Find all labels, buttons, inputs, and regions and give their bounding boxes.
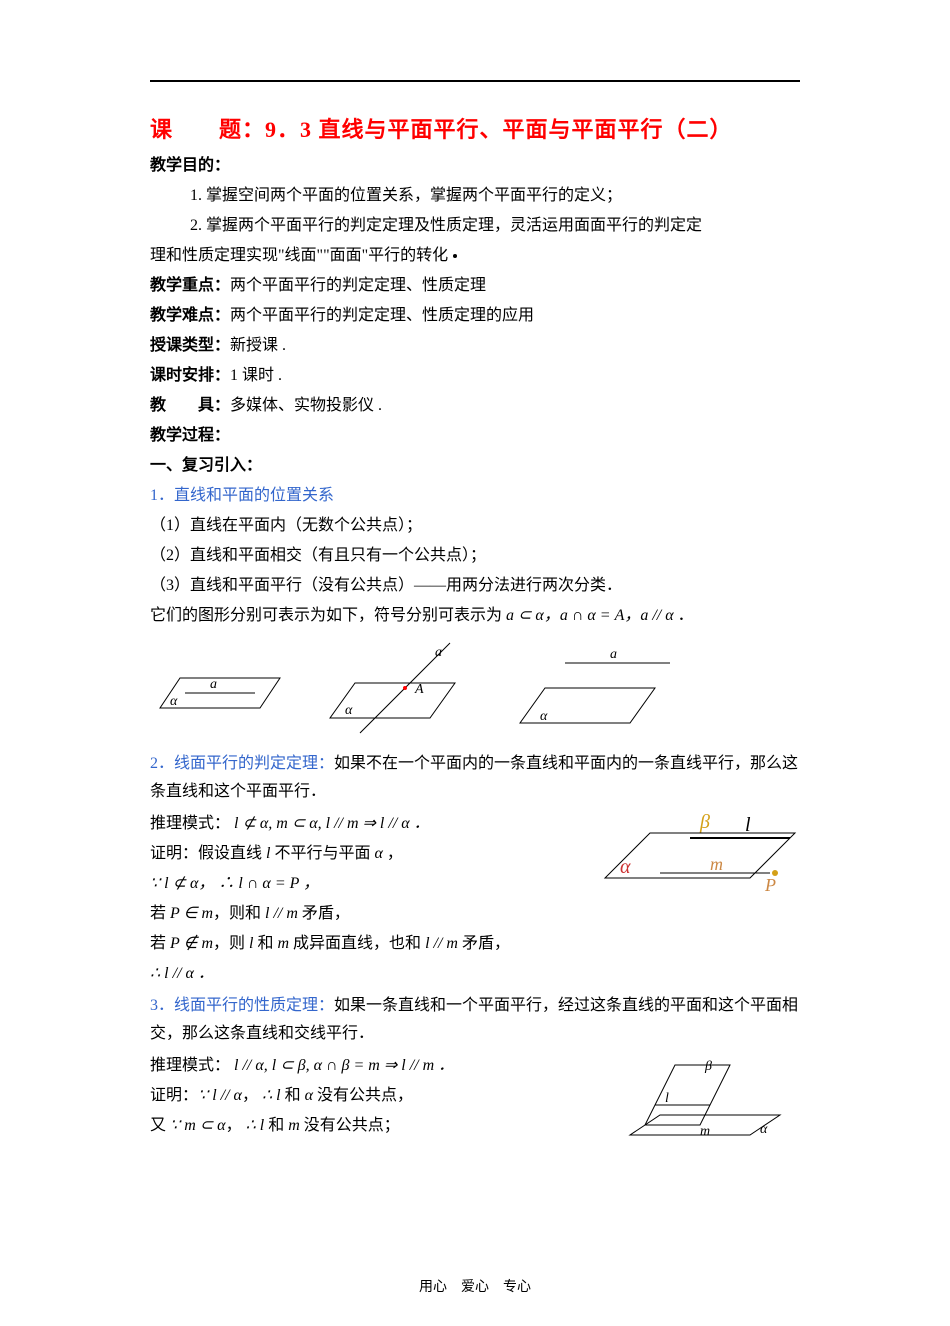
type-label: 授课类型：: [150, 337, 230, 354]
keypoint-label: 教学重点：: [150, 277, 230, 294]
fig1a-a-label: a: [210, 677, 217, 692]
fig3-alpha-label: α: [760, 1122, 768, 1137]
type-line: 授课类型：新授课 .: [150, 332, 800, 360]
sec2-heading-line: 2．线面平行的判定定理：如果不在一个平面内的一条直线和平面内的一条直线平行，那么…: [150, 750, 800, 806]
fig2-m-label: m: [710, 854, 723, 874]
sec3-p1: 证明：∵ l // α， ∴ l 和 α 没有公共点，: [150, 1082, 600, 1110]
fig1b-alpha-label: α: [345, 703, 353, 718]
fig3-l-label: l: [665, 1091, 669, 1106]
goals-item-2b-text: 理和性质定理实现"线面""面面"平行的转化: [150, 247, 448, 264]
sec3-mode-formula: l // α, l ⊂ β, α ∩ β = m ⇒ l // m ．: [234, 1057, 454, 1074]
sec2-mode-formula: l ⊄ α, m ⊂ α, l // m ⇒ l // α ．: [234, 815, 430, 832]
hours-text: 1 课时 .: [230, 367, 282, 384]
keypoint-line: 教学重点：两个平面平行的判定定理、性质定理: [150, 272, 800, 300]
sec2-p3: 若 P ∈ m，则和 l // m 矛盾，: [150, 900, 600, 928]
sec1-item-3: （3）直线和平面平行（没有公共点）——用两分法进行两次分类．: [150, 572, 800, 600]
fig-line-intersect-plane: A a α: [320, 638, 480, 738]
goals-item-1: 1. 掌握空间两个平面的位置关系，掌握两个平面平行的定义；: [150, 182, 800, 210]
end-dot-icon: [452, 250, 462, 260]
fig2-l-label: l: [745, 814, 751, 836]
fig1b-a-label: a: [435, 645, 442, 660]
sec1-item-2: （2）直线和平面相交（有且只有一个公共点）；: [150, 542, 800, 570]
goals-item-2b: 理和性质定理实现"线面""面面"平行的转化: [150, 242, 800, 270]
fig-property-theorem: β l m α: [600, 1050, 800, 1170]
sec1-item-1: （1）直线在平面内（无数个公共点）；: [150, 512, 800, 540]
header-rule: [150, 80, 800, 82]
sec3-heading-line: 3．线面平行的性质定理：如果一条直线和一个平面平行，经过这条直线的平面和这个平面…: [150, 992, 800, 1048]
section-1-sub: 1．直线和平面的位置关系: [150, 482, 800, 510]
sec2-fig-col: β l α m P: [600, 808, 800, 923]
tools-label: 教 具：: [150, 397, 230, 414]
sec1-note: 它们的图形分别可表示为如下，符号分别可表示为 a ⊂ α，a ∩ α = A，a…: [150, 602, 800, 630]
sec1-formula: a ⊂ α，a ∩ α = A，a // α: [506, 607, 674, 624]
fig2-alpha-label: α: [620, 856, 631, 878]
sec3-head: 3．线面平行的性质定理：: [150, 997, 334, 1014]
sec2-p2: ∵ l ⊄ α， ∴ l ∩ α = P ，: [150, 870, 600, 898]
sec2-text-col: 推理模式： l ⊄ α, m ⊂ α, l // m ⇒ l // α ． 证明…: [150, 808, 600, 990]
fig-line-in-plane: a α: [150, 638, 290, 728]
sec3-p2: 又 ∵ m ⊂ α， ∴ l 和 m 没有公共点；: [150, 1112, 600, 1140]
sec2-mode-label: 推理模式：: [150, 815, 230, 832]
fig-judgement-theorem: β l α m P: [600, 808, 800, 918]
hours-line: 课时安排：1 课时 .: [150, 362, 800, 390]
fig3-m-label: m: [700, 1124, 710, 1139]
section-1-heading: 一、复习引入：: [150, 452, 800, 480]
sec3-mode-label: 推理模式：: [150, 1057, 230, 1074]
sec1-note-suffix: ．: [674, 607, 694, 624]
tools-text: 多媒体、实物投影仪 .: [230, 397, 382, 414]
figure-row-1: a α A a α a α: [150, 638, 800, 738]
fig1a-alpha-label: α: [170, 694, 178, 709]
type-text: 新授课 .: [230, 337, 286, 354]
difficulty-line: 教学难点：两个平面平行的判定定理、性质定理的应用: [150, 302, 800, 330]
fig2-p-label: P: [764, 875, 776, 895]
sec2-mode-line: 推理模式： l ⊄ α, m ⊂ α, l // m ⇒ l // α ．: [150, 810, 600, 838]
hours-label: 课时安排：: [150, 367, 230, 384]
goals-heading: 教学目的：: [150, 152, 800, 180]
fig2-beta-label: β: [699, 811, 710, 833]
sec2-head: 2．线面平行的判定定理：: [150, 755, 334, 772]
fig-line-parallel-plane: a α: [510, 638, 680, 738]
sec3-text-col: 推理模式： l // α, l ⊂ β, α ∩ β = m ⇒ l // m …: [150, 1050, 600, 1142]
difficulty-label: 教学难点：: [150, 307, 230, 324]
goals-item-2: 2. 掌握两个平面平行的判定定理及性质定理，灵活运用面面平行的判定定: [150, 212, 800, 240]
page-footer: 用心 爱心 专心: [150, 1276, 800, 1296]
sec3-fig-col: β l m α: [600, 1050, 800, 1175]
process-heading: 教学过程：: [150, 422, 800, 450]
keypoint-text: 两个平面平行的判定定理、性质定理: [230, 277, 486, 294]
fig3-beta-label: β: [704, 1059, 712, 1074]
sec3-block: 推理模式： l // α, l ⊂ β, α ∩ β = m ⇒ l // m …: [150, 1050, 800, 1175]
fig1c-a-label: a: [610, 647, 617, 662]
lesson-title: 课 题：9．3 直线与平面平行、平面与平面平行（二）: [150, 112, 800, 144]
sec2-p5: ∴ l // α ．: [150, 960, 600, 988]
page: 课 题：9．3 直线与平面平行、平面与平面平行（二） 教学目的： 1. 掌握空间…: [0, 0, 950, 1326]
sec3-mode-line: 推理模式： l // α, l ⊂ β, α ∩ β = m ⇒ l // m …: [150, 1052, 600, 1080]
fig1c-alpha-label: α: [540, 709, 548, 724]
sec2-p1: 证明：假设直线 l 不平行与平面 α ，: [150, 840, 600, 868]
fig1b-A-label: A: [414, 682, 424, 697]
sec2-p4: 若 P ∉ m，则 l 和 m 成异面直线，也和 l // m 矛盾，: [150, 930, 600, 958]
sec2-block: 推理模式： l ⊄ α, m ⊂ α, l // m ⇒ l // α ． 证明…: [150, 808, 800, 990]
tools-line: 教 具：多媒体、实物投影仪 .: [150, 392, 800, 420]
difficulty-text: 两个平面平行的判定定理、性质定理的应用: [230, 307, 534, 324]
sec1-note-prefix: 它们的图形分别可表示为如下，符号分别可表示为: [150, 607, 506, 624]
